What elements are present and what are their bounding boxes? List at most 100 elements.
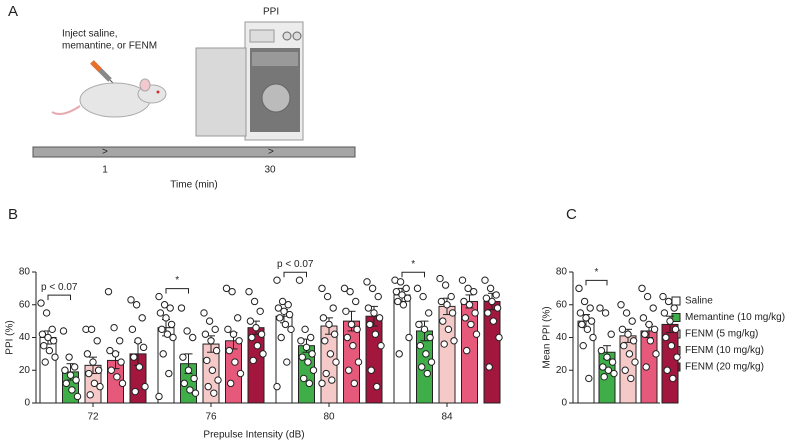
data-point bbox=[252, 323, 260, 332]
data-point bbox=[576, 309, 585, 317]
data-point bbox=[396, 278, 405, 286]
data-point bbox=[158, 325, 166, 334]
data-point bbox=[610, 369, 618, 378]
data-point bbox=[228, 287, 236, 296]
legend-label: FENM (10 mg/kg) bbox=[685, 345, 764, 356]
data-point bbox=[373, 382, 381, 391]
data-point bbox=[301, 325, 309, 334]
data-point bbox=[44, 333, 52, 342]
data-point bbox=[295, 276, 304, 284]
x-tick-label: 76 bbox=[205, 412, 217, 423]
data-point bbox=[225, 346, 234, 355]
data-point bbox=[589, 333, 597, 342]
data-point bbox=[85, 369, 93, 378]
legend-swatch bbox=[671, 296, 681, 306]
data-point bbox=[638, 284, 646, 293]
data-point bbox=[281, 320, 290, 329]
chamber-label: PPI bbox=[263, 7, 279, 18]
data-point bbox=[66, 371, 75, 379]
data-point bbox=[186, 386, 194, 394]
y-axis-label: PPI (%) bbox=[5, 320, 16, 354]
data-point bbox=[283, 358, 291, 366]
data-point bbox=[464, 284, 472, 293]
data-point bbox=[575, 284, 583, 293]
significance-bracket bbox=[401, 271, 425, 278]
data-point bbox=[587, 317, 596, 325]
data-point bbox=[660, 309, 669, 317]
annotation: * bbox=[175, 275, 179, 286]
data-point bbox=[578, 320, 586, 329]
data-point bbox=[323, 292, 332, 301]
data-point bbox=[631, 358, 639, 366]
data-point bbox=[207, 337, 215, 345]
data-point bbox=[418, 363, 426, 371]
data-point bbox=[374, 292, 382, 301]
data-point bbox=[443, 301, 451, 309]
y-tick-label: 40 bbox=[556, 332, 568, 343]
timeline-arrow: > bbox=[102, 147, 108, 158]
data-point bbox=[368, 284, 377, 293]
data-point bbox=[345, 366, 353, 374]
data-point bbox=[426, 333, 434, 342]
data-point bbox=[618, 325, 627, 334]
data-point bbox=[111, 350, 120, 358]
data-point bbox=[236, 369, 245, 378]
data-point bbox=[212, 346, 221, 355]
y-tick-label: 20 bbox=[19, 365, 31, 376]
data-point bbox=[375, 314, 384, 322]
data-point bbox=[448, 309, 457, 317]
data-point bbox=[352, 297, 360, 306]
data-point bbox=[493, 304, 502, 312]
data-point bbox=[214, 376, 222, 384]
data-point bbox=[273, 382, 281, 391]
data-point bbox=[309, 366, 318, 374]
data-point bbox=[471, 309, 479, 317]
data-point bbox=[450, 337, 458, 345]
data-point bbox=[349, 341, 357, 350]
data-point bbox=[673, 353, 681, 361]
data-point bbox=[652, 350, 660, 358]
data-point bbox=[663, 366, 671, 374]
data-point bbox=[132, 301, 141, 309]
data-point bbox=[127, 296, 135, 304]
legend-label: Saline bbox=[685, 296, 713, 307]
data-point bbox=[49, 337, 58, 345]
y-tick-label: 60 bbox=[19, 299, 31, 310]
data-point bbox=[180, 379, 189, 388]
data-point bbox=[300, 374, 308, 383]
data-point bbox=[621, 366, 629, 374]
data-point bbox=[463, 346, 471, 355]
data-point bbox=[160, 301, 169, 309]
data-point bbox=[671, 325, 680, 334]
data-point bbox=[246, 317, 255, 325]
data-point bbox=[398, 291, 406, 299]
data-point bbox=[645, 320, 653, 329]
data-point bbox=[650, 325, 659, 334]
data-point bbox=[190, 374, 198, 383]
timeline-label: Time (min) bbox=[170, 180, 217, 191]
data-point bbox=[274, 304, 283, 312]
data-point bbox=[485, 363, 493, 371]
data-point bbox=[370, 309, 378, 317]
data-point bbox=[94, 366, 103, 374]
x-axis-label: Prepulse Intensity (dB) bbox=[203, 430, 304, 441]
data-point bbox=[204, 382, 212, 391]
timeline bbox=[32, 146, 356, 158]
data-point bbox=[135, 363, 144, 371]
data-point bbox=[646, 337, 655, 345]
data-point bbox=[441, 281, 450, 289]
data-point bbox=[117, 358, 125, 366]
data-point bbox=[585, 374, 593, 383]
data-point bbox=[134, 337, 142, 345]
data-point bbox=[439, 317, 447, 325]
data-point bbox=[304, 358, 312, 366]
data-point bbox=[329, 304, 337, 312]
data-point bbox=[340, 284, 349, 293]
data-point bbox=[253, 341, 262, 350]
data-point bbox=[51, 353, 59, 361]
data-point bbox=[347, 320, 356, 329]
data-point bbox=[395, 350, 403, 358]
data-point bbox=[415, 320, 423, 329]
data-point bbox=[131, 387, 139, 396]
